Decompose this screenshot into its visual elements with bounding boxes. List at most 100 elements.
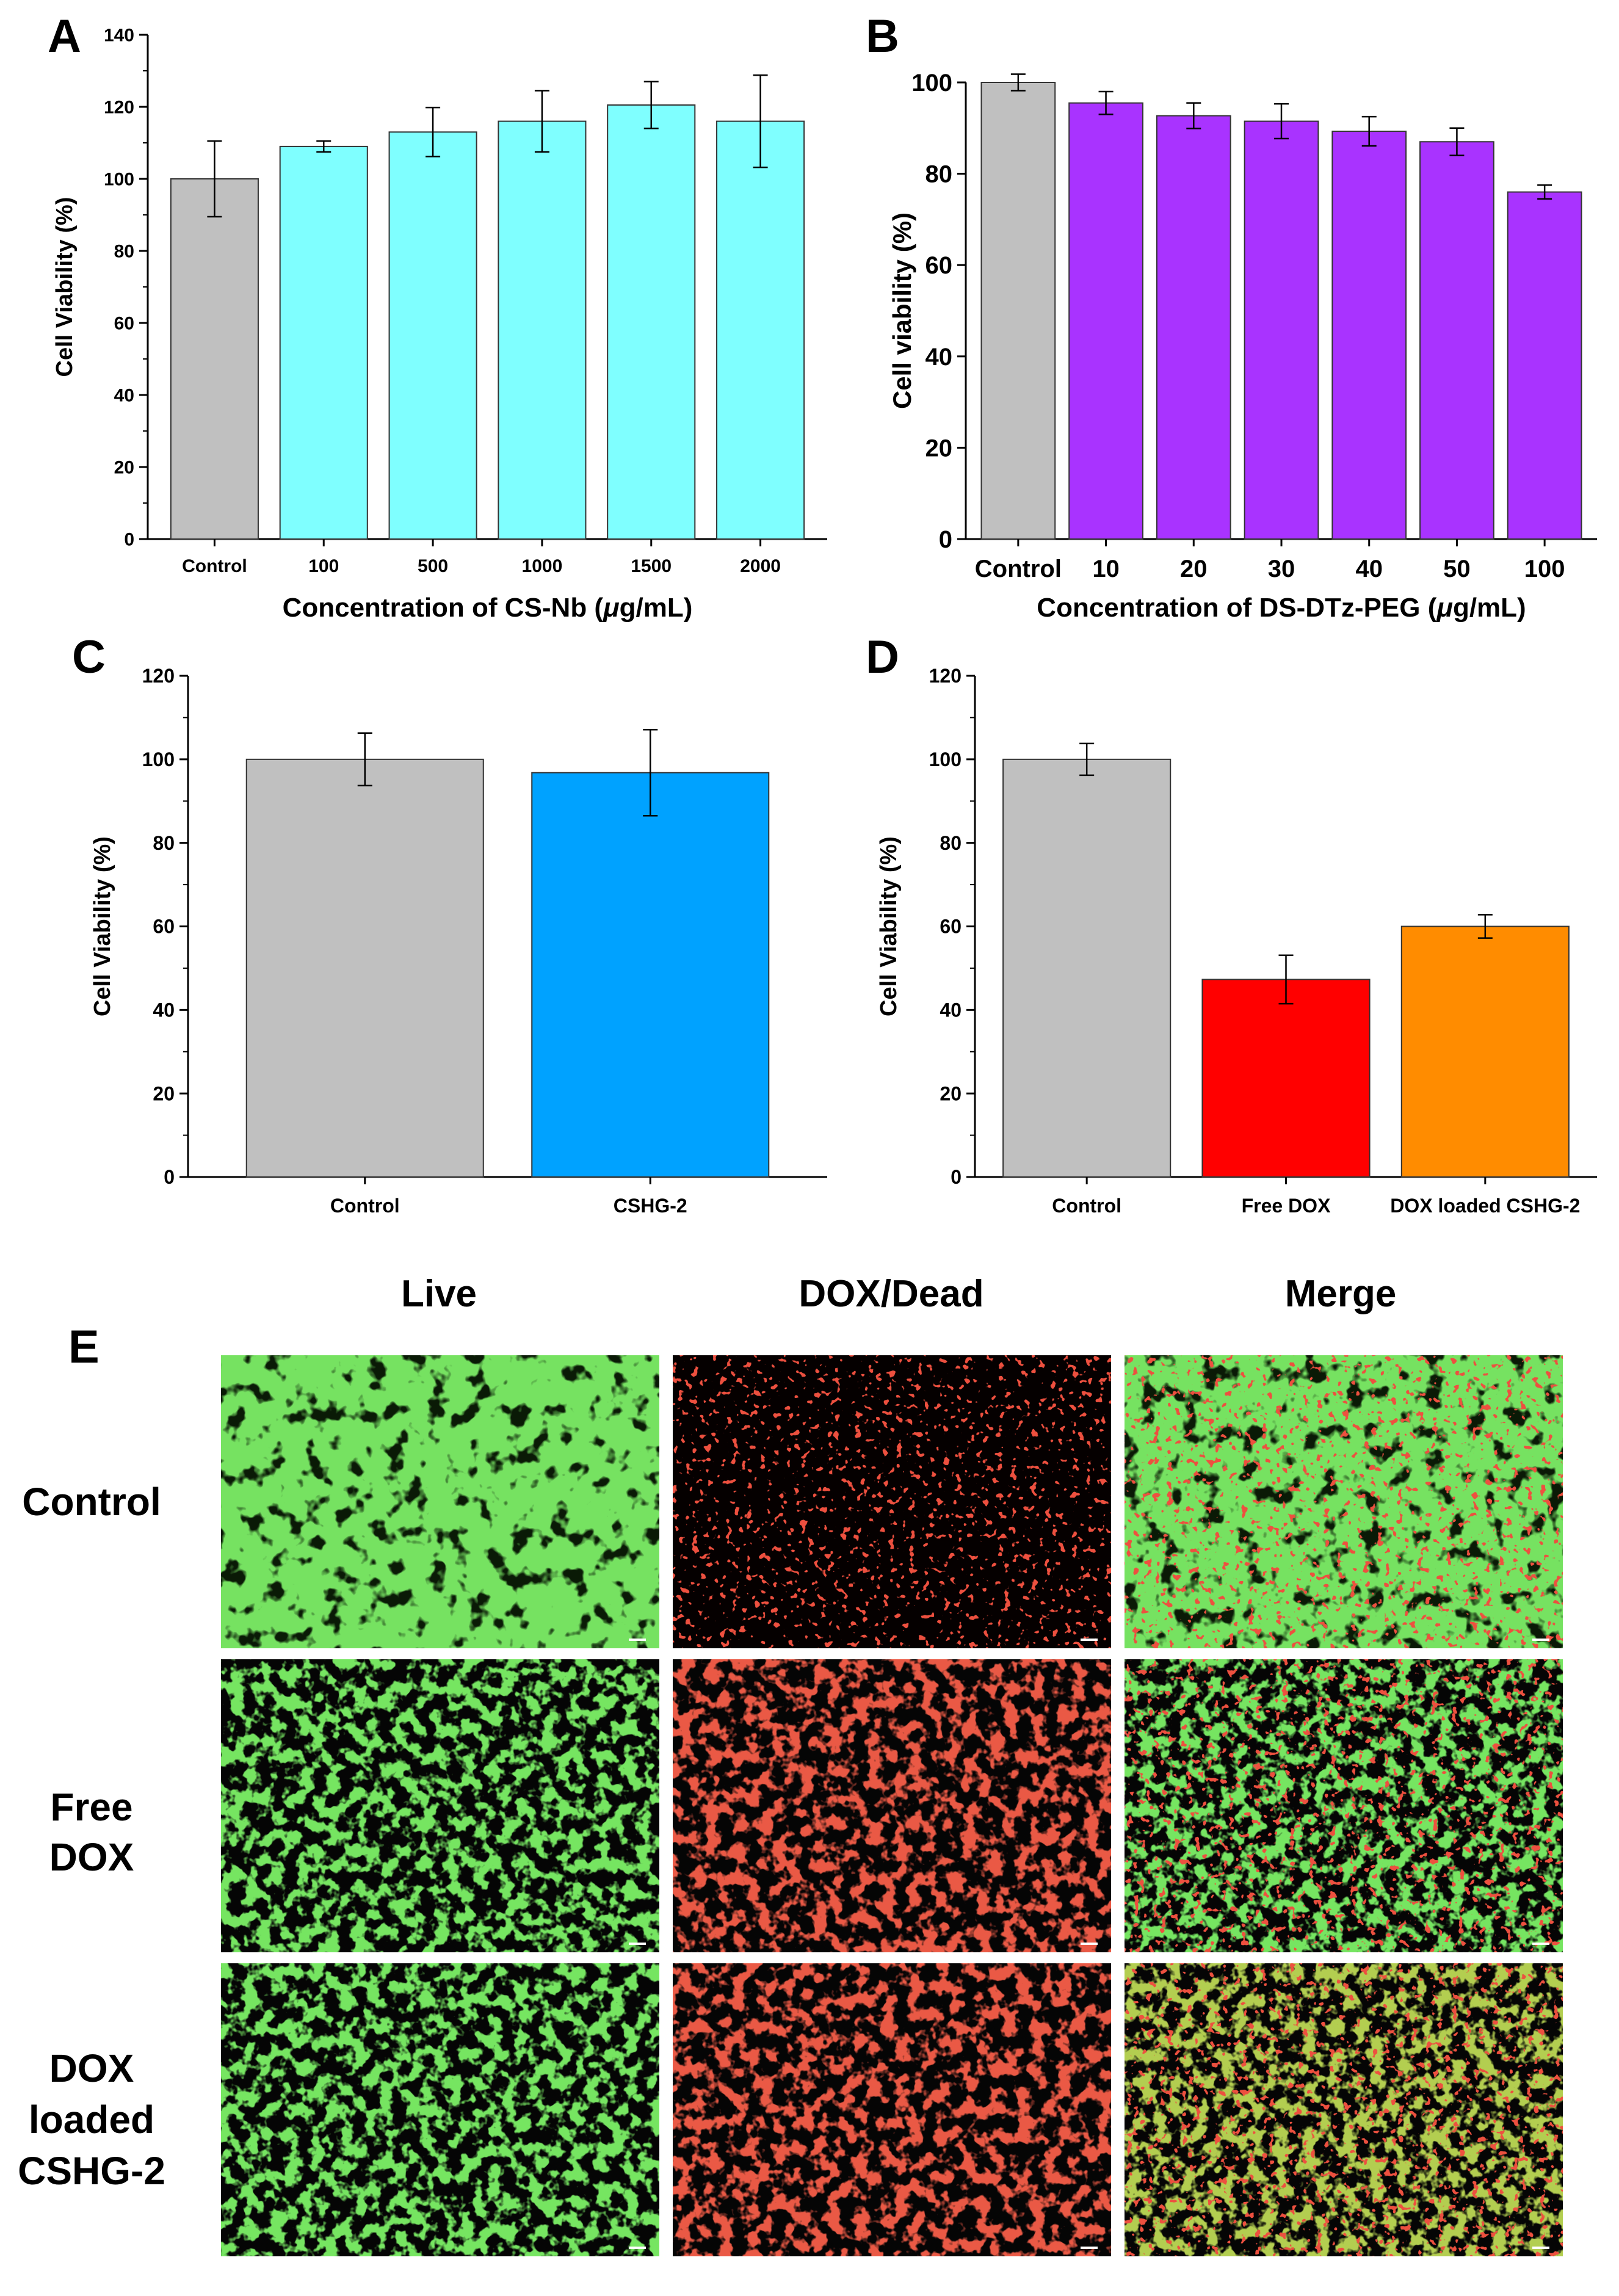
bar-control xyxy=(980,82,1056,540)
column-header-live: Live xyxy=(401,1273,477,1315)
y-tick-label: 0 xyxy=(951,1166,962,1188)
y-tick-label: 0 xyxy=(124,530,134,550)
x-tick-label: 500 xyxy=(418,556,448,576)
panel-a-chart: A 0 20 40 60 80 100 120 140 Cell Viability (%) Con… xyxy=(48,10,827,623)
x-tick-label: CSHG-2 xyxy=(614,1195,687,1217)
micrograph-control-dead xyxy=(673,1355,1111,1648)
y-tick-label: 80 xyxy=(925,161,953,188)
y-tick-label: 0 xyxy=(164,1166,175,1188)
row-label-dox-loaded-line2: loaded xyxy=(29,2098,154,2142)
panel-letter-d: D xyxy=(866,631,899,683)
bar-10 xyxy=(1068,102,1143,540)
micrograph-free-dox-merge xyxy=(1125,1659,1563,1952)
x-tick-label: 2000 xyxy=(740,556,781,576)
x-tick-label: 10 xyxy=(1092,556,1120,582)
micrograph-dox-loaded-live xyxy=(221,1963,659,2256)
y-tick-label: 40 xyxy=(114,386,134,406)
x-tick-label: 50 xyxy=(1443,556,1471,582)
y-tick-label: 60 xyxy=(940,916,962,938)
bar-control xyxy=(245,758,484,1178)
bar-100 xyxy=(279,145,368,540)
bar-30 xyxy=(1244,120,1319,540)
y-tick-label: 100 xyxy=(911,70,952,96)
scale-bar xyxy=(629,1639,646,1641)
row-label-control: Control xyxy=(22,1480,161,1524)
x-tick-label: Control xyxy=(1052,1195,1121,1217)
y-axis-label: Cell Viability (%) xyxy=(876,836,902,1016)
y-tick-label: 20 xyxy=(114,458,134,478)
bar-40 xyxy=(1331,131,1407,540)
x-tick-label: Free DOX xyxy=(1242,1195,1331,1217)
y-tick-label: 80 xyxy=(153,832,175,854)
bar-50 xyxy=(1419,141,1494,540)
y-tick-label: 100 xyxy=(142,748,175,770)
row-label-dox-loaded-line1: DOX xyxy=(49,2046,134,2090)
scale-bar xyxy=(1081,2247,1098,2249)
scale-bar xyxy=(1532,1943,1549,1945)
micrograph-control-live xyxy=(221,1355,659,1648)
scale-bar xyxy=(629,2247,646,2249)
y-tick-label: 120 xyxy=(929,665,962,687)
bar-free-dox xyxy=(1201,979,1371,1178)
bar-control xyxy=(1002,758,1172,1178)
y-tick-label: 40 xyxy=(940,999,962,1021)
x-tick-label: 30 xyxy=(1268,556,1295,582)
panel-b-chart: B 0 20 40 60 80 100 Cell viability (%) Control 10… xyxy=(866,10,1597,623)
scale-bar xyxy=(1081,1639,1098,1641)
y-tick-label: 80 xyxy=(940,832,962,854)
bar-1500 xyxy=(607,104,696,540)
x-tick-label: 20 xyxy=(1180,556,1208,582)
x-tick-label: Control xyxy=(330,1195,400,1217)
micrograph-free-dox-live xyxy=(221,1659,659,1952)
y-tick-label: 100 xyxy=(104,170,134,190)
x-axis-label: Concentration of DS-DTz-PEG (μg/mL) xyxy=(1037,593,1526,623)
bar-dox-loaded-cshg-2 xyxy=(1400,925,1570,1178)
y-tick-label: 140 xyxy=(104,26,134,46)
panel-d-chart: D 0 20 40 60 80 100 120 Cell Viability (%) Contro… xyxy=(866,631,1597,1217)
bar-500 xyxy=(388,131,477,540)
y-tick-label: 60 xyxy=(114,314,134,334)
panel-letter-b: B xyxy=(866,10,899,62)
scale-bar xyxy=(1081,1943,1098,1945)
panel-c-chart: C 0 20 40 60 80 100 120 Cell Viability (%) Contro… xyxy=(72,631,827,1217)
x-tick-label: 1500 xyxy=(631,556,672,576)
panel-letter-e: E xyxy=(68,1321,100,1373)
y-tick-label: 40 xyxy=(153,999,175,1021)
x-axis-label: Concentration of CS-Nb (μg/mL) xyxy=(283,593,693,623)
y-tick-label: 60 xyxy=(925,252,953,279)
y-tick-label: 20 xyxy=(940,1082,962,1104)
y-tick-label: 100 xyxy=(929,748,962,770)
x-tick-label: DOX loaded CSHG-2 xyxy=(1390,1195,1580,1217)
x-tick-label: 1000 xyxy=(522,556,563,576)
y-tick-label: 20 xyxy=(153,1082,175,1104)
panel-letter-a: A xyxy=(48,10,81,62)
x-tick-label: Control xyxy=(182,556,247,576)
row-label-dox-loaded-line3: CSHG-2 xyxy=(18,2149,165,2193)
column-header-merge: Merge xyxy=(1285,1273,1397,1315)
x-tick-label: 100 xyxy=(308,556,339,576)
panel-e-micrographs: E Live DOX/Dead Merge Control Free DOX D… xyxy=(18,1273,1563,2256)
bar-cshg-2 xyxy=(531,772,770,1178)
column-header-dox-dead: DOX/Dead xyxy=(799,1273,983,1315)
micrograph-control-merge xyxy=(1125,1355,1563,1648)
y-tick-label: 60 xyxy=(153,916,175,938)
y-tick-label: 120 xyxy=(142,665,175,687)
x-tick-label: 40 xyxy=(1355,556,1383,582)
bar-2000 xyxy=(716,120,805,540)
scale-bar xyxy=(1532,2247,1549,2249)
bar-20 xyxy=(1156,115,1231,540)
y-tick-label: 80 xyxy=(114,242,134,262)
y-tick-label: 20 xyxy=(925,435,953,462)
bar-1000 xyxy=(498,120,587,540)
bar-control xyxy=(170,178,259,540)
micrograph-dox-loaded-dead xyxy=(673,1963,1111,2256)
micrograph-dox-loaded-merge xyxy=(1125,1963,1563,2256)
row-label-free-dox-line1: Free xyxy=(50,1785,132,1829)
y-tick-label: 0 xyxy=(939,526,952,553)
y-tick-label: 40 xyxy=(925,344,953,371)
y-axis-label: Cell Viability (%) xyxy=(52,197,78,377)
micrograph-free-dox-dead xyxy=(673,1659,1111,1952)
scale-bar xyxy=(629,1943,646,1945)
scale-bar xyxy=(1532,1639,1549,1641)
